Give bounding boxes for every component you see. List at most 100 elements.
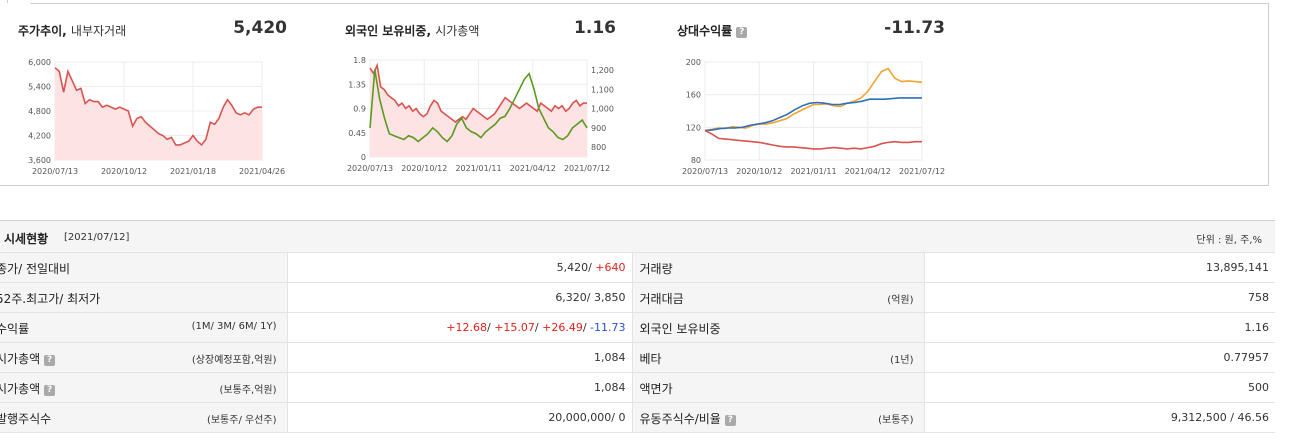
y2-tick-label: 900 xyxy=(591,124,606,133)
volume-value: 13,895,141 xyxy=(924,252,1275,283)
tab-edge xyxy=(0,0,8,4)
y2-tick-label: 1,200 xyxy=(591,66,614,75)
relative-return-chart: 200 160 120 80 2020/07/13 2020/10/12 2021/01/1… xyxy=(682,58,945,176)
help-icon[interactable]: ? xyxy=(736,27,748,38)
row-label: 종가/ 전일대비 xyxy=(0,262,71,276)
y-tick-label: 80 xyxy=(691,156,701,165)
row-label: 거래대금 xyxy=(639,292,684,306)
y-tick-label: 4,200 xyxy=(28,132,51,141)
chart3-title: 상대수익률? xyxy=(677,22,748,39)
price-line xyxy=(54,67,262,147)
y-tick-label: 4,800 xyxy=(28,107,51,116)
row-label: 외국인 보유비중 xyxy=(639,322,721,336)
unit-label: 단위 : 원, 주,% xyxy=(1196,235,1262,246)
row-label: 유동주식수/비율? xyxy=(640,410,736,427)
relative-line-red xyxy=(704,129,922,150)
section-header: 시세현황 [2021/07/12] 단위 : 원, 주,% xyxy=(0,220,1275,253)
relative-line-blue xyxy=(704,97,922,132)
y-tick-label: 200 xyxy=(686,58,701,67)
row-label: 발행주식수 xyxy=(0,412,52,426)
x-tick-label: 2021/01/11 xyxy=(455,164,501,173)
price-area xyxy=(55,67,262,160)
row-label: 베타 xyxy=(639,352,662,366)
row-label: 액면가 xyxy=(639,382,673,396)
table-row: 종가/ 전일대비 5,420/ +640 거래량 13,895,141 xyxy=(0,252,1275,283)
foreign-ratio-value: 1.16 xyxy=(924,312,1275,343)
x-tick-label: 2020/07/13 xyxy=(347,164,393,173)
row-label: 거래량 xyxy=(639,262,673,276)
y-tick-label: 5,400 xyxy=(28,83,51,92)
y-tick-label: 6,000 xyxy=(28,58,51,67)
ownership-line xyxy=(369,62,587,124)
y-tick-label: 0.45 xyxy=(348,129,366,138)
table-row: 시가총액? (보통주,억원) 1,084 액면가 500 xyxy=(0,372,1275,403)
ratio-area xyxy=(370,65,587,157)
help-icon[interactable]: ? xyxy=(724,415,736,426)
table-row: 발행주식수 (보통주/ 우선주) 20,000,000/ 0 유동주식수/비율? (… xyxy=(0,402,1275,433)
price-change: +640 xyxy=(595,261,626,274)
chart1-value: 5,420 xyxy=(233,18,287,38)
row-label: 시가총액? xyxy=(0,380,56,397)
table-row: 수익률 (1M/ 3M/ 6M/ 1Y) +12.68/ +15.07/ +26.… xyxy=(0,312,1275,343)
row-note: (1M/ 3M/ 6M/ 1Y) xyxy=(191,321,277,332)
chart2-title-main[interactable]: 외국인 보유비중 xyxy=(345,24,427,38)
x-tick-label: 2021/04/12 xyxy=(845,167,891,176)
help-icon[interactable]: ? xyxy=(44,385,56,396)
row-note: (보통주/ 우선주) xyxy=(206,415,277,426)
chart2-title[interactable]: 외국인 보유비중, 시가총액 xyxy=(345,24,480,38)
section-date: [2021/07/12] xyxy=(64,232,130,243)
chart2-subtitle[interactable]: 시가총액 xyxy=(435,24,480,38)
y-tick-label: 0 xyxy=(361,153,366,162)
stock-price-chart: 6,000 5,400 4,800 4,200 3,600 2020/07/13 2020/… xyxy=(28,58,285,176)
table-row: 시가총액? (상장예정포함,억원) 1,084 베타 (1년) 0.77957 xyxy=(0,342,1275,373)
float-shares-value: 9,312,500 / 46.56 xyxy=(924,402,1275,433)
x-tick-label: 2021/07/12 xyxy=(899,167,945,176)
row-note: (억원) xyxy=(887,295,914,306)
row-label: 시가총액? xyxy=(0,350,56,367)
row-label: 52주.최고가/ 최저가 xyxy=(0,292,101,306)
y2-tick-label: 1,000 xyxy=(591,105,614,114)
x-tick-label: 2020/10/12 xyxy=(736,167,782,176)
x-tick-label: 2021/07/12 xyxy=(564,164,610,173)
chart3-title-main: 상대수익률 xyxy=(677,24,733,38)
beta-value: 0.77957 xyxy=(924,342,1275,373)
chart1-title[interactable]: 주가추이, 내부자거래 xyxy=(18,24,127,38)
market-cap-line xyxy=(369,69,588,143)
x-tick-label: 2021/01/18 xyxy=(170,167,216,176)
x-tick-label: 2020/10/12 xyxy=(101,167,147,176)
trade-amount-value: 758 xyxy=(924,282,1275,313)
y-tick-label: 1.35 xyxy=(348,80,366,89)
chart-panel xyxy=(0,3,1269,186)
x-tick-label: 2020/07/13 xyxy=(682,167,728,176)
row-note: (1년) xyxy=(890,355,914,366)
y-tick-label: 1.8 xyxy=(353,56,366,65)
y-tick-label: 120 xyxy=(686,123,701,132)
table-row: 52주.최고가/ 최저가 6,320/ 3,850 거래대금 (억원) 758 xyxy=(0,282,1275,313)
price-table: 종가/ 전일대비 5,420/ +640 거래량 13,895,141 52주.… xyxy=(0,252,1275,433)
help-icon[interactable]: ? xyxy=(44,355,56,366)
52w-high-low: 6,320/ 3,850 xyxy=(287,282,632,313)
par-value: 500 xyxy=(924,372,1275,403)
chart3-value: -11.73 xyxy=(884,18,945,38)
chart1-subtitle[interactable]: 내부자거래 xyxy=(70,24,127,38)
shares-issued-value: 20,000,000/ 0 xyxy=(287,402,632,433)
x-tick-label: 2021/04/26 xyxy=(239,167,285,176)
tab-connector xyxy=(0,3,30,4)
returns-value: +12.68/ +15.07/ +26.49/ -11.73 xyxy=(287,312,632,343)
row-note: (상장예정포함,억원) xyxy=(191,355,277,366)
foreign-ownership-chart: 1.8 1.35 0.9 0.45 0 1,200 1,100 1,000 900 800 2020… xyxy=(347,56,614,173)
market-cap-common-value: 1,084 xyxy=(287,372,632,403)
y2-tick-label: 800 xyxy=(591,143,606,152)
x-tick-label: 2020/10/12 xyxy=(401,164,447,173)
y-tick-label: 3,600 xyxy=(28,156,51,165)
chart1-title-main[interactable]: 주가추이 xyxy=(18,24,63,38)
x-tick-label: 2020/07/13 xyxy=(32,167,78,176)
y-tick-label: 160 xyxy=(686,91,701,100)
row-note: (보통주,억원) xyxy=(219,385,277,396)
y-tick-label: 0.9 xyxy=(353,105,366,114)
row-label: 수익률 xyxy=(0,322,30,336)
x-tick-label: 2021/04/12 xyxy=(510,164,556,173)
x-tick-label: 2021/01/11 xyxy=(790,167,836,176)
chart2-value: 1.16 xyxy=(574,18,616,38)
section-title: 시세현황 xyxy=(4,232,49,246)
